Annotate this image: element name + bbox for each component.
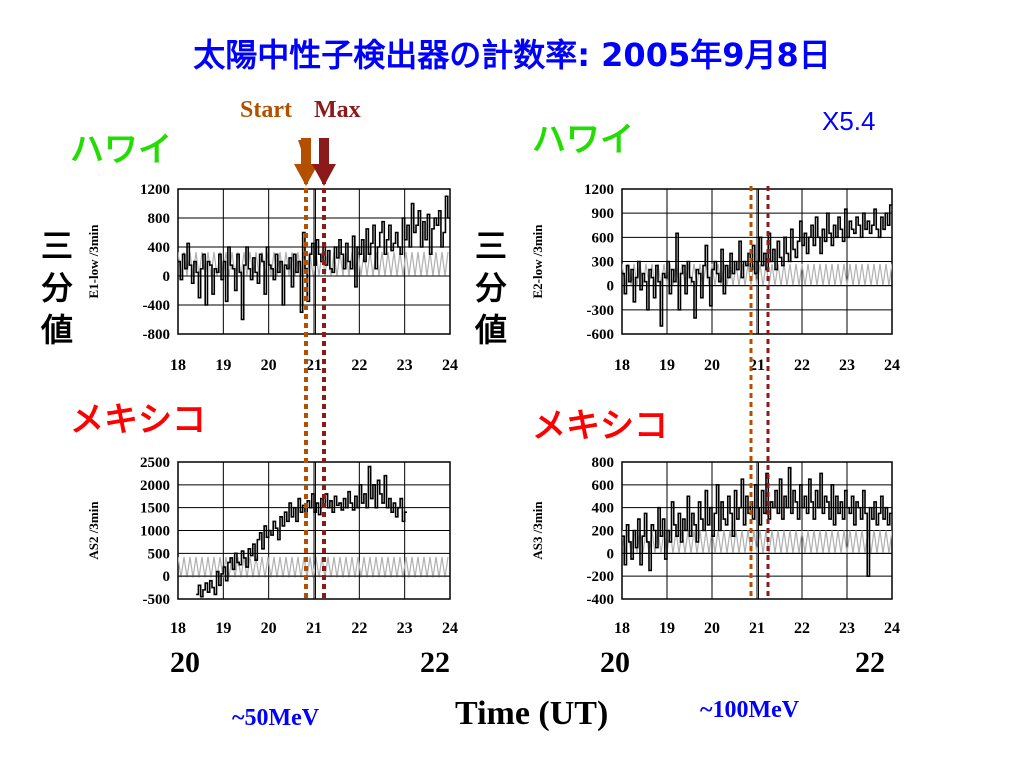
y-tick-label: 800 (592, 455, 615, 471)
y-tick-label: -600 (587, 327, 615, 343)
flare-class-label: X5.4 (822, 106, 876, 136)
y-tick-label: 600 (592, 230, 615, 246)
x-tick-label: 21 (749, 357, 765, 374)
vertical-label-left: 三分値 (40, 227, 73, 349)
x-tick-label: 18 (170, 357, 186, 374)
x-tick-label: 19 (215, 620, 231, 637)
y-tick-label: 0 (163, 569, 171, 585)
big-tick-left-22: 22 (420, 646, 450, 679)
y-tick-label: 600 (592, 478, 615, 494)
big-tick-right-22: 22 (855, 646, 885, 679)
x-tick-label: 23 (839, 357, 855, 374)
y-axis-label: AS3 /3min (530, 501, 545, 560)
vertical-label-right: 三分値 (474, 227, 507, 349)
y-tick-label: 2500 (140, 455, 170, 471)
y-tick-label: 1000 (140, 524, 170, 540)
x-tick-label: 24 (884, 620, 900, 637)
x-tick-label: 23 (397, 357, 413, 374)
start-label: Start (240, 97, 292, 123)
y-tick-label: -200 (587, 569, 615, 585)
x-tick-label: 22 (351, 357, 367, 374)
x-tick-label: 19 (215, 357, 231, 374)
y-tick-label: 400 (148, 240, 171, 256)
y-tick-label: -800 (143, 327, 171, 343)
x-tick-label: 23 (397, 620, 413, 637)
y-tick-label: 0 (163, 269, 171, 285)
x-tick-label: 20 (704, 620, 720, 637)
y-tick-label: -400 (143, 298, 171, 314)
x-tick-label: 22 (351, 620, 367, 637)
x-tick-label: 24 (442, 357, 458, 374)
chart-1: 1200 800 400 0 -400 -800 18 19 20 21 22 23 24 E1-low … (86, 182, 458, 374)
y-tick-label: 200 (592, 524, 615, 540)
x-tick-label: 19 (659, 357, 675, 374)
chart-data-layer (178, 465, 449, 598)
y-tick-label: 1200 (140, 182, 170, 198)
x-tick-label: 21 (306, 620, 322, 637)
x-tick-label: 20 (704, 357, 720, 374)
y-axis-label: E2-low /3min (530, 224, 545, 299)
max-label: Max (314, 97, 361, 123)
start-arrow-shape (294, 138, 318, 186)
site-label-hawaii-left: ハワイ (70, 130, 172, 170)
series-line (622, 204, 892, 327)
background-band (178, 556, 449, 578)
energy-label-right: ~100MeV (700, 697, 800, 723)
y-tick-label: -400 (587, 592, 615, 608)
y-tick-label: 1500 (140, 501, 170, 517)
y-tick-label: 0 (607, 546, 615, 562)
y-tick-label: 800 (148, 211, 171, 227)
x-tick-label: 21 (306, 357, 322, 374)
x-tick-label: 21 (749, 620, 765, 637)
slide-title: 太陽中性子検出器の計数率: 2005年9月8日 (193, 36, 831, 74)
y-tick-label: 0 (607, 279, 615, 295)
x-tick-label: 18 (614, 620, 630, 637)
x-tick-label: 22 (794, 620, 810, 637)
series-line (622, 466, 892, 577)
y-tick-label: -500 (143, 592, 171, 608)
x-tick-label: 24 (442, 620, 458, 637)
x-tick-label: 18 (170, 620, 186, 637)
x-tick-label: 20 (261, 357, 277, 374)
series-line (178, 195, 450, 321)
big-tick-left-20: 20 (170, 646, 200, 679)
x-tick-label: 23 (839, 620, 855, 637)
chart-2: 1200 900 600 300 0 -300 -600 18 19 20 21 22 23 24 E2-l… (530, 182, 900, 374)
y-tick-label: 1200 (584, 182, 614, 198)
y-axis-label: E1-low /3min (86, 224, 101, 299)
y-tick-label: 900 (592, 206, 615, 222)
x-tick-label: 20 (261, 620, 277, 637)
chart-4: 800 600 400 200 0 -200 -400 18 19 20 21 22 23 24 AS3 /… (530, 455, 900, 637)
y-tick-label: 400 (592, 501, 615, 517)
site-label-mexico-left: メキシコ (70, 400, 206, 440)
series-line (196, 465, 407, 598)
big-tick-right-20: 20 (600, 646, 630, 679)
x-tick-label: 22 (794, 357, 810, 374)
y-tick-label: 500 (148, 546, 171, 562)
chart-3: 2500 2000 1500 1000 500 0 -500 18 19 20 21 22 23 24 AS… (86, 455, 458, 637)
x-tick-label: 19 (659, 620, 675, 637)
energy-label-left: ~50MeV (232, 705, 320, 731)
y-tick-label: 300 (592, 255, 615, 271)
site-label-hawaii-right: ハワイ (532, 120, 634, 160)
site-label-mexico-right: メキシコ (532, 406, 668, 446)
max-arrow-shape (312, 138, 336, 186)
y-axis-label: AS2 /3min (86, 501, 101, 560)
x-tick-label: 18 (614, 357, 630, 374)
x-tick-label: 24 (884, 357, 900, 374)
y-tick-label: -300 (587, 303, 615, 319)
time-axis-label: Time (UT) (455, 695, 609, 732)
y-tick-label: 2000 (140, 478, 170, 494)
